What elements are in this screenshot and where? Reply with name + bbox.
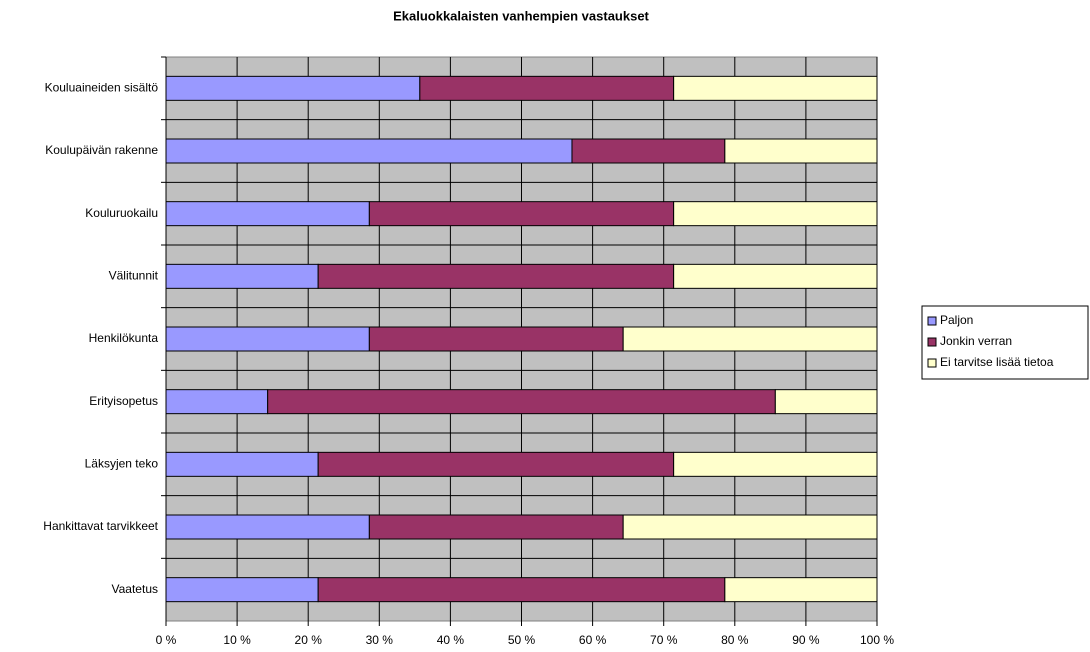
bar-segment: [419, 75, 675, 101]
bar-segment: [165, 577, 319, 603]
y-tick-label: Vaatetus: [112, 582, 158, 596]
bar-segment: [165, 75, 421, 101]
bar-segment: [317, 451, 675, 477]
bar-segment: [724, 577, 878, 603]
bar-segment: [317, 263, 675, 289]
x-tick-label: 10 %: [223, 633, 251, 647]
y-tick-label: Kouluruokailu: [85, 206, 158, 220]
legend-box: [921, 305, 1089, 380]
bar-segment: [673, 451, 878, 477]
legend-label: Ei tarvitse lisää tietoa: [940, 355, 1054, 369]
x-tick-label: 50 %: [508, 633, 536, 647]
x-tick-label: 70 %: [650, 633, 678, 647]
x-tick-label: 40 %: [437, 633, 465, 647]
legend-swatch: [927, 316, 937, 326]
x-tick-label: 30 %: [366, 633, 394, 647]
y-tick-label: Kouluaineiden sisältö: [45, 81, 159, 95]
bar-segment: [165, 389, 269, 415]
bar-segment: [165, 201, 370, 227]
x-tick-label: 90 %: [792, 633, 820, 647]
bar-segment: [267, 389, 776, 415]
bar-segment: [165, 451, 319, 477]
y-tick-label: Hankittavat tarvikkeet: [43, 519, 158, 533]
y-tick-label: Koulupäivän rakenne: [45, 143, 158, 157]
legend-label: Paljon: [940, 313, 973, 327]
bar-segment: [368, 201, 675, 227]
y-tick-label: Henkilökunta: [89, 331, 159, 345]
bar-segment: [165, 138, 573, 164]
bar-segment: [774, 389, 878, 415]
bar-segment: [368, 514, 624, 540]
legend-swatch: [927, 337, 937, 347]
y-tick-label: Läksyjen teko: [85, 457, 159, 471]
bar-segment: [622, 326, 878, 352]
bar-segment: [165, 514, 370, 540]
y-tick-label: Erityisopetus: [89, 394, 158, 408]
x-tick-label: 80 %: [721, 633, 749, 647]
legend-swatch: [927, 358, 937, 368]
legend-label: Jonkin verran: [940, 334, 1012, 348]
bar-segment: [673, 201, 878, 227]
x-tick-label: 100 %: [860, 633, 894, 647]
bar-segment: [724, 138, 878, 164]
x-tick-label: 20 %: [295, 633, 323, 647]
y-tick-label: Välitunnit: [109, 269, 159, 283]
bar-segment: [571, 138, 726, 164]
bar-segment: [673, 263, 878, 289]
bar-segment: [368, 326, 624, 352]
x-tick-label: 60 %: [579, 633, 607, 647]
bar-segment: [673, 75, 878, 101]
x-tick-label: 0 %: [156, 633, 177, 647]
bar-segment: [317, 577, 726, 603]
chart-title: Ekaluokkalaisten vanhempien vastaukset: [393, 8, 649, 23]
bar-segment: [165, 326, 370, 352]
bar-segment: [165, 263, 319, 289]
bar-segment: [622, 514, 878, 540]
